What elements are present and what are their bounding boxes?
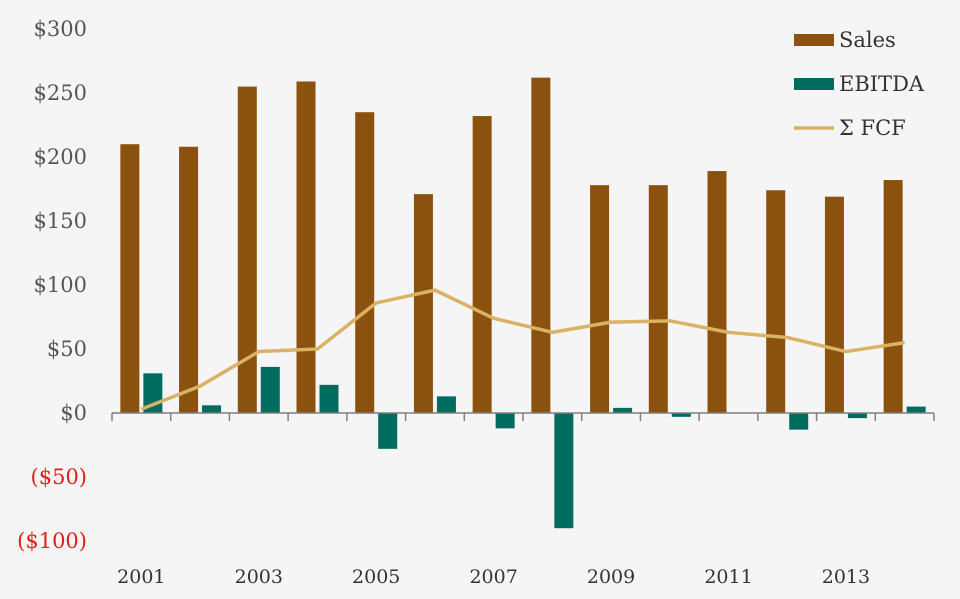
y-tick-label: ($100) bbox=[17, 529, 87, 553]
sales-bar-2012 bbox=[766, 190, 786, 413]
ebitda-bar-2014 bbox=[906, 406, 926, 413]
ebitda-bar-2008 bbox=[554, 413, 574, 529]
y-tick-label: $50 bbox=[47, 337, 87, 361]
y-tick-label: $200 bbox=[34, 145, 87, 169]
sales-bar-2013 bbox=[824, 196, 844, 413]
x-tick-label: 2011 bbox=[704, 566, 752, 588]
x-tick-label: 2009 bbox=[587, 566, 635, 588]
ebitda-bar-2002 bbox=[202, 405, 222, 413]
sales-bar-2003 bbox=[237, 86, 257, 413]
sales-bar-2001 bbox=[120, 144, 140, 413]
legend-entry: Σ FCF bbox=[794, 116, 906, 140]
legend-label: Sales bbox=[839, 28, 896, 52]
sales-bar-2006 bbox=[413, 194, 433, 413]
x-tick-label: 2003 bbox=[235, 566, 283, 588]
x-tick-label: 2013 bbox=[822, 566, 870, 588]
legend-swatch bbox=[794, 34, 834, 46]
y-tick-label: $300 bbox=[34, 17, 87, 41]
legend: Sales EBITDA Σ FCF bbox=[794, 28, 925, 140]
legend-label: EBITDA bbox=[839, 72, 925, 96]
ebitda-bar-2003 bbox=[260, 366, 280, 413]
ebitda-bar-2006 bbox=[436, 396, 456, 413]
ebitda-bar-2012 bbox=[789, 413, 809, 430]
sales-bar-2008 bbox=[531, 77, 551, 413]
legend-label: Σ FCF bbox=[839, 116, 906, 140]
sales-bar-2010 bbox=[648, 185, 668, 413]
ebitda-bar-2007 bbox=[495, 413, 515, 429]
line-layer bbox=[140, 288, 905, 411]
y-tick-label: $150 bbox=[34, 209, 87, 233]
fcf-line bbox=[140, 288, 905, 411]
x-tick-label: 2005 bbox=[352, 566, 400, 588]
sales-bar-2007 bbox=[472, 116, 492, 413]
x-axis-labels: 2001 2003 2005 2007 2009 2011 2013 bbox=[117, 566, 870, 588]
ebitda-bar-2004 bbox=[319, 384, 339, 413]
x-tick-label: 2001 bbox=[117, 566, 165, 588]
sales-bar-2005 bbox=[355, 112, 375, 413]
sales-bar-2002 bbox=[179, 146, 199, 413]
ebitda-bar-2005 bbox=[378, 413, 398, 449]
y-tick-label: $100 bbox=[34, 273, 87, 297]
y-tick-label: $250 bbox=[34, 81, 87, 105]
y-tick-label: ($50) bbox=[31, 465, 87, 489]
sales-bar-2004 bbox=[296, 81, 316, 413]
y-tick-label: $0 bbox=[60, 401, 87, 425]
ebitda-bar-2009 bbox=[613, 407, 633, 413]
legend-swatch bbox=[794, 78, 834, 90]
x-axis bbox=[111, 412, 935, 421]
legend-entry: Sales bbox=[794, 28, 896, 52]
x-tick-label: 2007 bbox=[469, 566, 517, 588]
legend-entry: EBITDA bbox=[794, 72, 925, 96]
sales-bar-2014 bbox=[883, 180, 903, 413]
y-axis-labels: $300 $250 $200 $150 $100 $50 $0 ($50) ($100) bbox=[17, 17, 87, 553]
ebitda-bar-2013 bbox=[847, 413, 867, 419]
sales-bar-2011 bbox=[707, 171, 727, 413]
sales-bar-2009 bbox=[590, 185, 610, 413]
ebitda-bar-2010 bbox=[671, 413, 691, 417]
bars-layer bbox=[120, 77, 926, 529]
